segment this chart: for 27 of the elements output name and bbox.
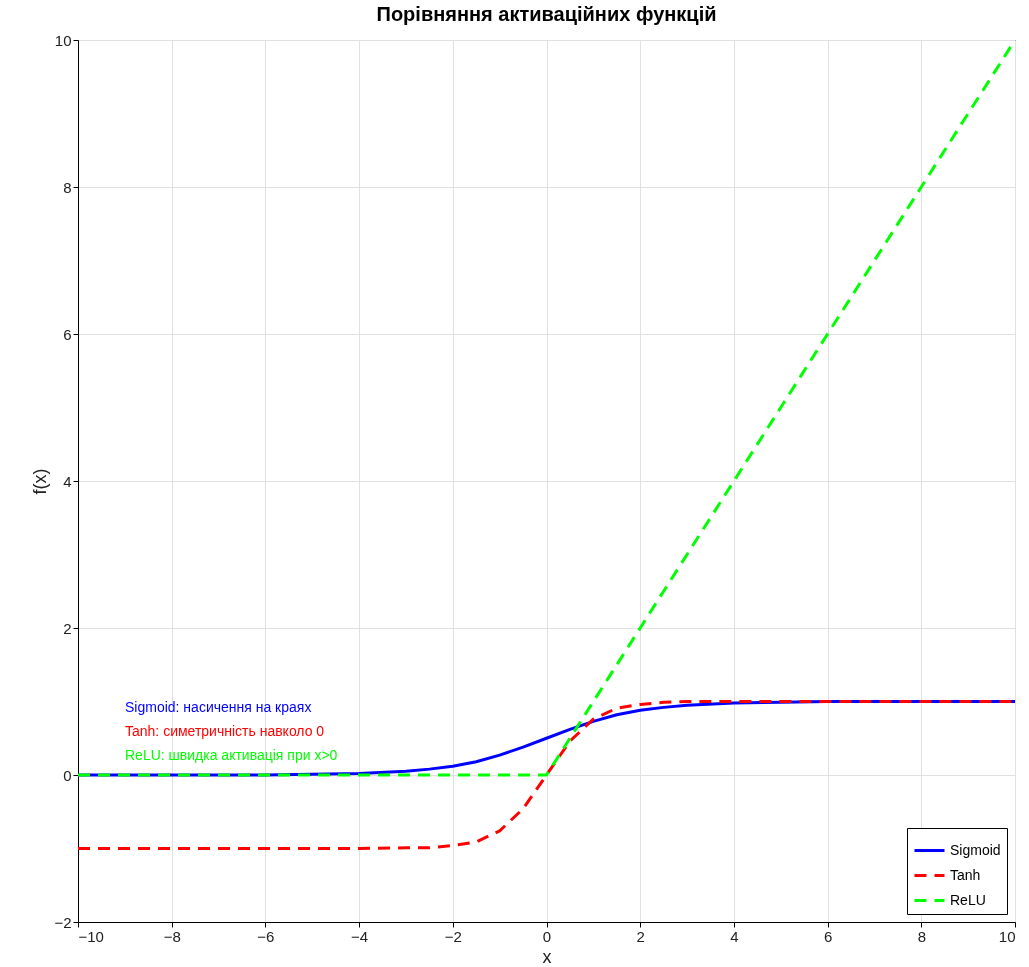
chart-title: Порівняння активаційних функцій [376,3,717,25]
y-tick-label: 2 [63,619,72,637]
y-tick-label: 6 [63,325,72,343]
annotation: ReLU: швидка активація при x>0 [125,747,338,763]
x-tick-label: 0 [542,927,552,945]
x-tick-label: −2 [444,927,462,945]
y-tick-label: −2 [54,913,72,931]
x-tick-label: −6 [257,927,275,945]
x-tick-label: 4 [730,927,739,945]
y-tick-label: 4 [63,472,72,490]
x-tick-label: 10 [998,927,1016,945]
annotation: Tanh: симетричність навколо 0 [125,723,325,739]
x-tick-label: −10 [78,927,104,945]
legend-label: ReLU [950,891,986,908]
y-tick-label: 8 [63,178,72,196]
y-tick-label: 10 [54,31,72,49]
legend-label: Sigmoid [950,841,1001,858]
legend-label: Tanh [950,866,981,883]
x-tick-label: 8 [917,927,926,945]
x-tick-label: 6 [823,927,833,945]
x-tick-label: 2 [636,927,645,945]
x-tick-label: −4 [351,927,369,945]
annotation: Sigmoid: насичення на краях [125,699,312,715]
y-tick-label: 0 [63,766,72,784]
x-tick-label: −8 [163,927,181,945]
x-axis-title: x [542,946,552,967]
y-axis-title: f(x) [30,468,51,495]
